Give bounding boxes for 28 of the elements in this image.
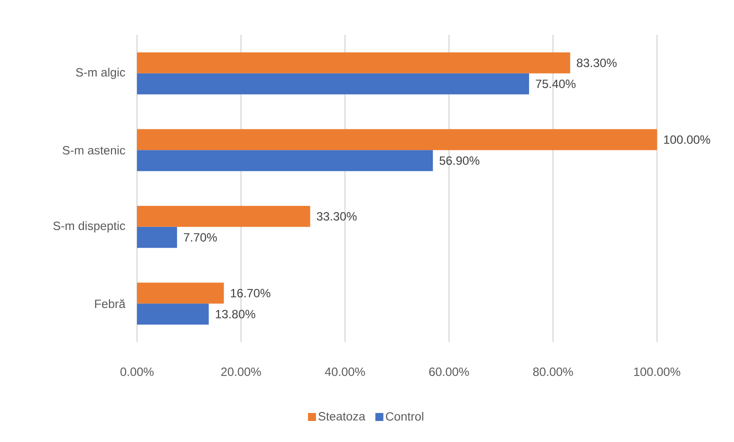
data-label: 13.80% bbox=[216, 310, 256, 318]
x-tick-label: 40.00% bbox=[324, 368, 365, 376]
bar bbox=[137, 304, 209, 325]
bar bbox=[137, 206, 310, 227]
data-label: 75.40% bbox=[536, 80, 576, 88]
x-tick-label: 80.00% bbox=[533, 368, 573, 376]
bar bbox=[137, 226, 178, 248]
bar bbox=[137, 52, 570, 74]
data-label: 83.30% bbox=[576, 58, 617, 68]
bar bbox=[137, 282, 224, 304]
y-tick-label: Febră bbox=[95, 299, 126, 308]
y-tick-label: S-m astenic bbox=[62, 146, 126, 155]
y-tick-label: S-m dispeptic bbox=[53, 221, 126, 232]
data-label: 33.30% bbox=[316, 212, 357, 221]
legend-label: Control bbox=[386, 412, 424, 421]
data-label: 56.90% bbox=[440, 156, 480, 165]
data-label: 16.70% bbox=[230, 288, 270, 298]
x-tick-label: 60.00% bbox=[429, 368, 469, 376]
data-label: 7.70% bbox=[184, 233, 217, 242]
y-tick-label: S-m algic bbox=[76, 68, 126, 79]
x-tick-label: 0.00% bbox=[120, 368, 154, 376]
data-label: 100.00% bbox=[664, 135, 710, 144]
bar bbox=[137, 129, 657, 150]
x-tick-label: 20.00% bbox=[221, 368, 261, 376]
bar bbox=[137, 150, 433, 172]
bar bbox=[137, 73, 530, 94]
legend-label: Steatoza bbox=[318, 412, 366, 421]
x-tick-label: 100.00% bbox=[634, 368, 680, 376]
